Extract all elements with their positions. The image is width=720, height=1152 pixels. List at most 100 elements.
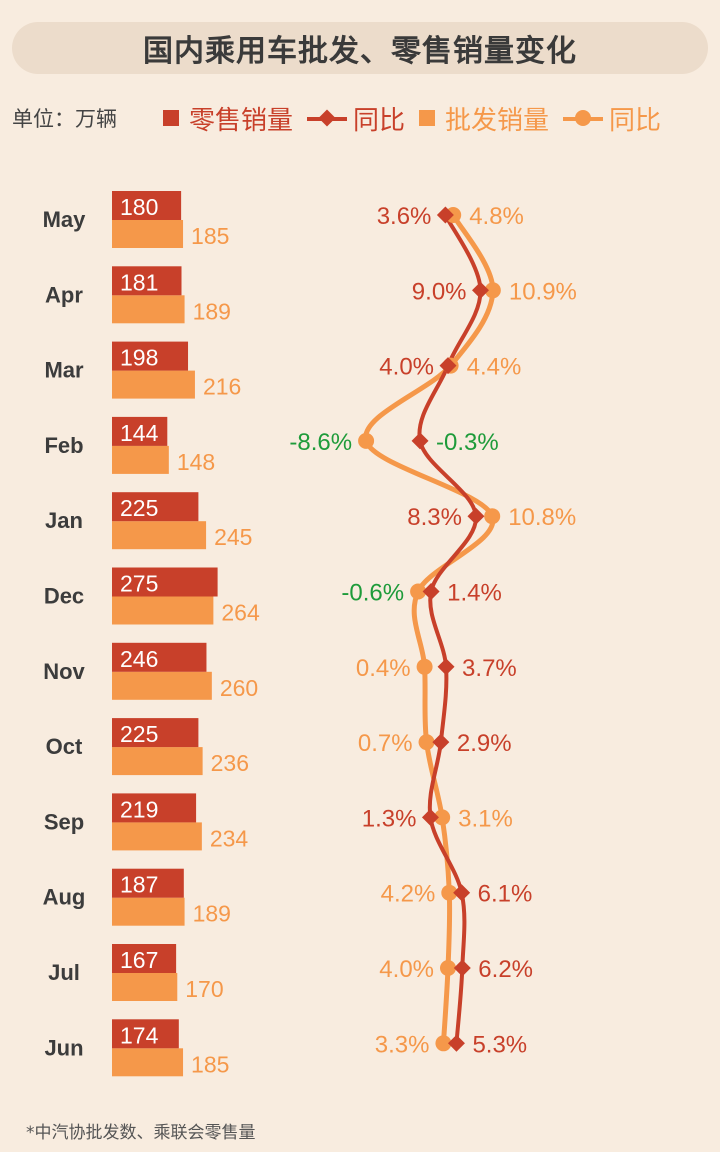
wholesale-bar bbox=[112, 521, 207, 550]
wholesale-yoy-label: 4.2% bbox=[381, 881, 436, 908]
wholesale-bar bbox=[112, 295, 185, 324]
category-label: Mar bbox=[44, 358, 84, 383]
retail-yoy-label: 9.0% bbox=[412, 278, 467, 305]
wholesale-yoy-label: 3.1% bbox=[458, 805, 513, 832]
legend-retail: 零售销量 bbox=[163, 100, 293, 137]
category-label: Sep bbox=[44, 809, 84, 834]
retail-yoy-point bbox=[467, 507, 485, 525]
retail-bar bbox=[112, 492, 199, 522]
wholesale-yoy-line bbox=[363, 212, 496, 1046]
wholesale-yoy-point bbox=[435, 1035, 452, 1052]
retail-value-label: 225 bbox=[120, 721, 158, 747]
retail-yoy-point bbox=[411, 432, 429, 450]
retail-bar bbox=[112, 416, 168, 446]
category-label: Feb bbox=[44, 433, 83, 458]
wholesale-value-label: 260 bbox=[220, 675, 258, 701]
legend-wholesale: 批发销量 bbox=[419, 100, 549, 137]
wholesale-value-label: 234 bbox=[210, 825, 249, 851]
retail-yoy-label: 8.3% bbox=[407, 504, 462, 531]
wholesale-value-label: 148 bbox=[177, 449, 215, 475]
wholesale-bar bbox=[112, 220, 184, 248]
wholesale-value-label: 189 bbox=[193, 901, 231, 927]
retail-value-label: 198 bbox=[120, 345, 158, 371]
chart-title: 国内乘用车批发、零售销量变化 bbox=[143, 34, 577, 69]
retail-yoy-point bbox=[421, 808, 439, 826]
retail-value-label: 174 bbox=[120, 1022, 159, 1048]
legend-wholesale-yoy: 同比 bbox=[563, 100, 661, 137]
retail-yoy-point bbox=[453, 884, 471, 902]
retail-bar bbox=[112, 793, 197, 823]
wholesale-yoy-point bbox=[440, 960, 456, 976]
retail-yoy-point bbox=[432, 733, 450, 751]
wholesale-yoy-point bbox=[418, 734, 435, 751]
retail-value-label: 225 bbox=[120, 495, 158, 521]
retail-bar bbox=[112, 567, 218, 597]
retail-value-label: 144 bbox=[120, 420, 159, 446]
wholesale-yoy-label: -0.6% bbox=[341, 580, 404, 607]
category-label: May bbox=[43, 207, 87, 232]
category-label: Oct bbox=[46, 734, 83, 759]
wholesale-bar bbox=[112, 370, 195, 399]
wholesale-yoy-label: 10.8% bbox=[508, 504, 576, 531]
retail-value-label: 181 bbox=[120, 269, 158, 295]
wholesale-value-label: 185 bbox=[191, 1051, 229, 1077]
circle-line-icon bbox=[563, 108, 604, 128]
retail-yoy-label: 1.3% bbox=[362, 805, 417, 832]
wholesale-yoy-point bbox=[484, 282, 501, 299]
retail-yoy-point bbox=[422, 583, 440, 600]
retail-bar bbox=[112, 868, 184, 898]
retail-bar bbox=[112, 944, 177, 973]
category-label: Jul bbox=[48, 960, 80, 985]
retail-value-label: 187 bbox=[120, 872, 158, 898]
retail-bar bbox=[112, 1019, 179, 1049]
retail-yoy-point bbox=[437, 658, 455, 676]
wholesale-yoy-point bbox=[484, 508, 501, 525]
legend-retail-yoy-label: 同比 bbox=[353, 105, 406, 136]
retail-value-label: 275 bbox=[120, 571, 158, 597]
wholesale-bar bbox=[112, 1048, 184, 1077]
retail-yoy-point bbox=[436, 206, 454, 224]
retail-value-label: 219 bbox=[120, 796, 158, 822]
wholesale-yoy-point bbox=[441, 884, 458, 901]
retail-yoy-label: 1.4% bbox=[447, 580, 502, 607]
retail-yoy-label: 5.3% bbox=[472, 1031, 527, 1058]
wholesale-bar bbox=[112, 445, 169, 474]
wholesale-yoy-point bbox=[434, 809, 451, 826]
unit-label: 单位：万辆 bbox=[12, 107, 117, 131]
wholesale-bar bbox=[112, 897, 185, 926]
retail-yoy-label: 3.6% bbox=[377, 203, 432, 230]
category-label: Jun bbox=[44, 1035, 83, 1060]
retail-value-label: 180 bbox=[120, 194, 158, 220]
category-label: Aug bbox=[43, 885, 86, 910]
wholesale-bar bbox=[112, 671, 212, 700]
legend-retail-label: 零售销量 bbox=[189, 105, 294, 136]
wholesale-yoy-label: 4.0% bbox=[379, 956, 434, 983]
wholesale-value-label: 264 bbox=[221, 600, 260, 626]
legend: 单位：万辆 零售销量 同比 批发销量 同比 bbox=[12, 98, 712, 138]
retail-bar bbox=[112, 642, 207, 672]
retail-yoy-point bbox=[447, 1034, 465, 1052]
category-label: Jan bbox=[45, 508, 83, 533]
legend-wholesale-yoy-label: 同比 bbox=[609, 105, 662, 136]
wholesale-yoy-point bbox=[416, 658, 433, 675]
retail-yoy-label: 6.2% bbox=[478, 956, 533, 983]
wholesale-value-label: 245 bbox=[214, 524, 252, 550]
category-label: Dec bbox=[44, 584, 84, 609]
wholesale-yoy-label: 10.9% bbox=[509, 278, 577, 305]
wholesale-yoy-point bbox=[358, 432, 375, 449]
wholesale-bar bbox=[112, 822, 202, 851]
retail-bar bbox=[112, 266, 182, 296]
wholesale-value-label: 236 bbox=[211, 750, 249, 776]
wholesale-value-label: 189 bbox=[193, 298, 231, 324]
wholesale-value-label: 170 bbox=[185, 976, 223, 1002]
retail-yoy-point bbox=[453, 959, 471, 977]
retail-value-label: 167 bbox=[120, 947, 158, 973]
retail-yoy-label: 2.9% bbox=[457, 730, 512, 757]
wholesale-value-label: 216 bbox=[203, 374, 241, 400]
legend-retail-yoy: 同比 bbox=[307, 100, 405, 137]
legend-wholesale-label: 批发销量 bbox=[445, 105, 550, 136]
retail-yoy-label: 3.7% bbox=[462, 655, 517, 682]
wholesale-bar bbox=[112, 973, 178, 1001]
retail-value-label: 246 bbox=[120, 646, 158, 672]
wholesale-yoy-point bbox=[410, 583, 427, 600]
